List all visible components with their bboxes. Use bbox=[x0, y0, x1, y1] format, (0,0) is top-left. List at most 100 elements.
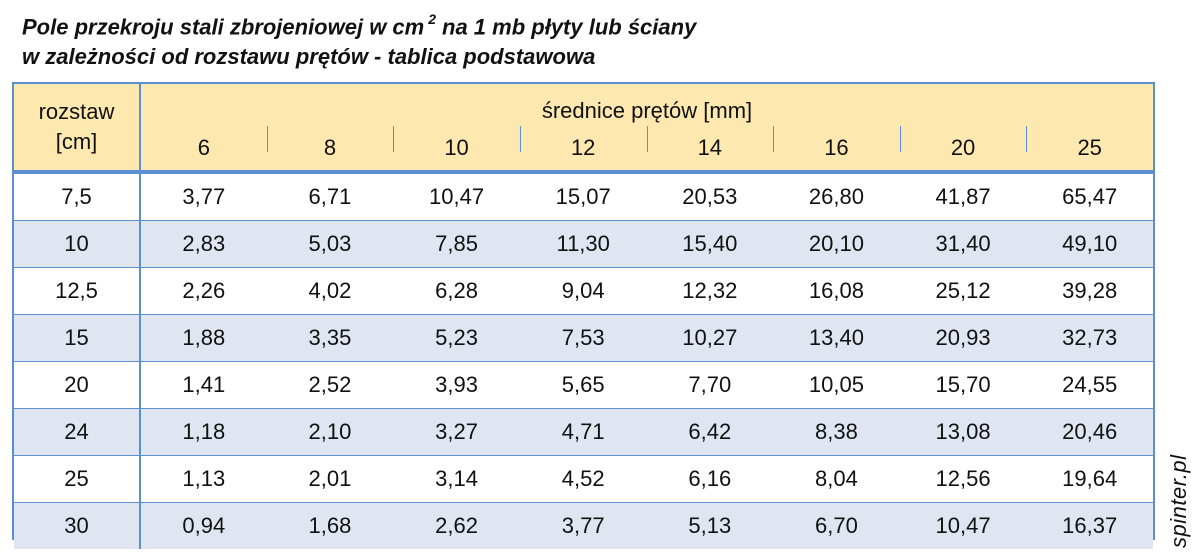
area-value-cell: 2,01 bbox=[266, 455, 394, 503]
area-value-cell: 24,55 bbox=[1026, 361, 1153, 409]
area-value-cell: 3,77 bbox=[519, 502, 647, 549]
area-value-cell: 10,05 bbox=[773, 361, 900, 409]
title-line-1: Pole przekroju stali zbrojeniowej w cm 2 n… bbox=[22, 6, 696, 42]
area-value-cell: 20,93 bbox=[899, 314, 1027, 362]
area-value-cell: 6,70 bbox=[773, 502, 900, 549]
rebar-area-table-container: rozstaw [cm] średnice prętów [mm] 6 8 10 12… bbox=[12, 82, 1155, 549]
area-value-cell: 13,40 bbox=[773, 314, 900, 362]
area-value-cell: 7,85 bbox=[393, 220, 520, 268]
diameter-header-8: 8 bbox=[266, 126, 394, 174]
area-value-cell: 5,13 bbox=[646, 502, 774, 549]
table-row: 12,5 2,26 4,02 6,28 9,04 12,32 16,08 25,12 39,28 bbox=[14, 267, 1153, 315]
table-row: 10 2,83 5,03 7,85 11,30 15,40 20,10 31,40 49,10 bbox=[14, 220, 1153, 268]
area-value-cell: 2,62 bbox=[393, 502, 520, 549]
spacing-cell: 20 bbox=[14, 361, 141, 409]
area-value-cell: 16,08 bbox=[773, 267, 900, 315]
area-value-cell: 49,10 bbox=[1026, 220, 1153, 268]
area-value-cell: 31,40 bbox=[899, 220, 1027, 268]
area-value-cell: 41,87 bbox=[899, 172, 1027, 221]
spacing-cell: 15 bbox=[14, 314, 141, 362]
area-value-cell: 1,41 bbox=[140, 361, 267, 409]
spacing-column-header: rozstaw [cm] bbox=[14, 84, 141, 174]
area-value-cell: 13,08 bbox=[899, 408, 1027, 456]
table-row: 25 1,13 2,01 3,14 4,52 6,16 8,04 12,56 19,64 bbox=[14, 455, 1153, 503]
title-line-2: w zależności od rozstawu prętów - tablic… bbox=[22, 44, 596, 70]
area-value-cell: 20,10 bbox=[773, 220, 900, 268]
area-value-cell: 20,53 bbox=[646, 172, 774, 221]
diameter-header-12: 12 bbox=[519, 126, 647, 174]
area-value-cell: 3,93 bbox=[393, 361, 520, 409]
area-value-cell: 15,40 bbox=[646, 220, 774, 268]
area-value-cell: 8,38 bbox=[773, 408, 900, 456]
area-value-cell: 10,47 bbox=[393, 172, 520, 221]
area-value-cell: 10,47 bbox=[899, 502, 1027, 549]
diameter-header-14: 14 bbox=[646, 126, 774, 174]
watermark-text: spinter.pl bbox=[1166, 454, 1191, 548]
area-value-cell: 32,73 bbox=[1026, 314, 1153, 362]
spacing-header-unit: [cm] bbox=[55, 129, 98, 154]
area-value-cell: 39,28 bbox=[1026, 267, 1153, 315]
area-value-cell: 16,37 bbox=[1026, 502, 1153, 549]
area-value-cell: 1,68 bbox=[266, 502, 394, 549]
area-value-cell: 5,23 bbox=[393, 314, 520, 362]
diameters-group-header: średnice prętów [mm] bbox=[140, 84, 1153, 126]
area-value-cell: 5,65 bbox=[519, 361, 647, 409]
spacing-cell: 25 bbox=[14, 455, 141, 503]
title-unit-superscript: 2 bbox=[428, 11, 437, 27]
table-row: 15 1,88 3,35 5,23 7,53 10,27 13,40 20,93 32,73 bbox=[14, 314, 1153, 362]
diameter-header-6: 6 bbox=[140, 126, 267, 174]
area-value-cell: 2,52 bbox=[266, 361, 394, 409]
area-value-cell: 7,53 bbox=[519, 314, 647, 362]
area-value-cell: 65,47 bbox=[1026, 172, 1153, 221]
diameter-header-16: 16 bbox=[773, 126, 900, 174]
title-line-1-end: na 1 mb płyty lub ściany bbox=[442, 14, 697, 40]
area-value-cell: 6,28 bbox=[393, 267, 520, 315]
area-value-cell: 4,52 bbox=[519, 455, 647, 503]
area-value-cell: 6,71 bbox=[266, 172, 394, 221]
spacing-cell: 12,5 bbox=[14, 267, 141, 315]
area-value-cell: 7,70 bbox=[646, 361, 774, 409]
diameter-header-10: 10 bbox=[393, 126, 520, 174]
area-value-cell: 2,10 bbox=[266, 408, 394, 456]
area-value-cell: 9,04 bbox=[519, 267, 647, 315]
rebar-area-table: rozstaw [cm] średnice prętów [mm] 6 8 10 12… bbox=[14, 84, 1153, 549]
area-value-cell: 2,83 bbox=[140, 220, 267, 268]
diameter-header-25: 25 bbox=[1026, 126, 1153, 174]
area-value-cell: 19,64 bbox=[1026, 455, 1153, 503]
area-value-cell: 6,16 bbox=[646, 455, 774, 503]
table-row: 24 1,18 2,10 3,27 4,71 6,42 8,38 13,08 20,46 bbox=[14, 408, 1153, 456]
area-value-cell: 1,88 bbox=[140, 314, 267, 362]
spacing-header-label: rozstaw bbox=[38, 99, 115, 124]
area-value-cell: 10,27 bbox=[646, 314, 774, 362]
area-value-cell: 25,12 bbox=[899, 267, 1027, 315]
title-line-1-text: Pole przekroju stali zbrojeniowej w cm bbox=[22, 14, 425, 40]
area-value-cell: 12,56 bbox=[899, 455, 1027, 503]
area-value-cell: 3,35 bbox=[266, 314, 394, 362]
spacing-cell: 30 bbox=[14, 502, 141, 549]
area-value-cell: 2,26 bbox=[140, 267, 267, 315]
area-value-cell: 5,03 bbox=[266, 220, 394, 268]
area-value-cell: 20,46 bbox=[1026, 408, 1153, 456]
table-row: 30 0,94 1,68 2,62 3,77 5,13 6,70 10,47 16,37 bbox=[14, 502, 1153, 549]
diameter-header-20: 20 bbox=[899, 126, 1027, 174]
area-value-cell: 6,42 bbox=[646, 408, 774, 456]
area-value-cell: 3,14 bbox=[393, 455, 520, 503]
area-value-cell: 1,13 bbox=[140, 455, 267, 503]
area-value-cell: 15,70 bbox=[899, 361, 1027, 409]
area-value-cell: 3,77 bbox=[140, 172, 267, 221]
spacing-cell: 10 bbox=[14, 220, 141, 268]
spacing-cell: 7,5 bbox=[14, 172, 141, 221]
spacing-cell: 24 bbox=[14, 408, 141, 456]
area-value-cell: 4,71 bbox=[519, 408, 647, 456]
area-value-cell: 8,04 bbox=[773, 455, 900, 503]
area-value-cell: 1,18 bbox=[140, 408, 267, 456]
area-value-cell: 3,27 bbox=[393, 408, 520, 456]
table-row: 7,5 3,77 6,71 10,47 15,07 20,53 26,80 41,87 65,4… bbox=[14, 172, 1153, 221]
area-value-cell: 26,80 bbox=[773, 172, 900, 221]
page-title: Pole przekroju stali zbrojeniowej w cm 2 n… bbox=[22, 6, 696, 72]
area-value-cell: 11,30 bbox=[519, 220, 647, 268]
area-value-cell: 0,94 bbox=[140, 502, 267, 549]
area-value-cell: 15,07 bbox=[519, 172, 647, 221]
area-value-cell: 4,02 bbox=[266, 267, 394, 315]
table-row: 20 1,41 2,52 3,93 5,65 7,70 10,05 15,70 24,55 bbox=[14, 361, 1153, 409]
